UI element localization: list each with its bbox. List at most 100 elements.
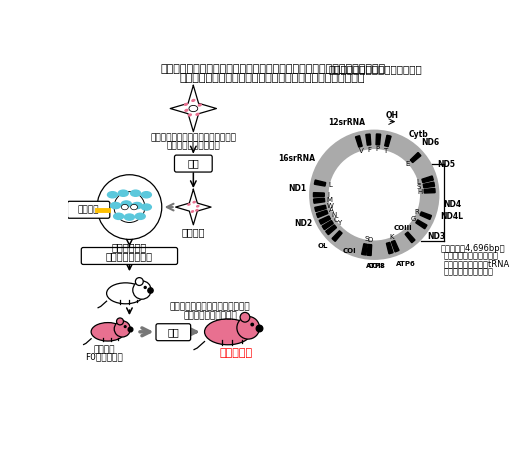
Wedge shape (420, 212, 431, 219)
Wedge shape (314, 180, 326, 186)
Ellipse shape (118, 190, 128, 196)
Wedge shape (410, 153, 421, 162)
Circle shape (240, 313, 250, 322)
Text: 変異型ミトコンドリアゲノムを含有するマウス（ミトマウス）の作製手順と: 変異型ミトコンドリアゲノムを含有するマウス（ミトマウス）の作製手順と (160, 64, 385, 74)
Text: L: L (328, 183, 332, 188)
Circle shape (144, 286, 146, 288)
Ellipse shape (188, 204, 190, 205)
Ellipse shape (132, 203, 142, 209)
Text: 欠失変異型ミトコンドリアゲノム: 欠失変異型ミトコンドリアゲノム (329, 64, 423, 74)
Text: 遺伝子が含まれている: 遺伝子が含まれている (444, 267, 494, 276)
Ellipse shape (189, 105, 198, 112)
Text: I: I (328, 192, 330, 198)
Text: ATP6: ATP6 (396, 261, 415, 267)
Text: ND5: ND5 (437, 160, 455, 168)
Ellipse shape (192, 100, 195, 102)
Circle shape (237, 316, 260, 339)
Text: 欠失変異型ミトコンドリアゲノムを: 欠失変異型ミトコンドリアゲノムを (151, 133, 236, 142)
Wedge shape (362, 244, 367, 255)
Text: 有するマウス培養細胞: 有するマウス培養細胞 (167, 142, 220, 151)
Wedge shape (326, 225, 337, 234)
Ellipse shape (130, 190, 140, 196)
Ellipse shape (196, 113, 199, 115)
Wedge shape (422, 176, 433, 183)
Text: D: D (368, 237, 373, 243)
Ellipse shape (193, 201, 195, 203)
Circle shape (117, 318, 123, 325)
FancyBboxPatch shape (81, 248, 178, 264)
Text: S: S (364, 236, 369, 242)
Ellipse shape (192, 211, 194, 212)
Text: 脱核: 脱核 (187, 159, 199, 168)
Ellipse shape (204, 319, 252, 345)
Text: COIII: COIII (393, 226, 412, 231)
Ellipse shape (188, 114, 192, 116)
Text: ND4: ND4 (443, 200, 461, 209)
FancyBboxPatch shape (174, 155, 212, 172)
Wedge shape (423, 182, 435, 188)
Circle shape (251, 323, 253, 326)
Ellipse shape (142, 192, 152, 198)
Wedge shape (317, 210, 328, 218)
Circle shape (124, 326, 126, 328)
Ellipse shape (124, 214, 135, 220)
Text: P: P (376, 146, 379, 153)
Text: F: F (368, 146, 371, 153)
Circle shape (114, 321, 130, 337)
Text: V: V (360, 148, 364, 154)
Text: K: K (389, 234, 394, 240)
Ellipse shape (106, 283, 145, 304)
Wedge shape (376, 134, 381, 145)
Wedge shape (366, 134, 371, 145)
Wedge shape (385, 135, 391, 146)
Text: ND2: ND2 (294, 219, 312, 228)
Text: 出生した: 出生した (93, 345, 115, 354)
Text: ND4L: ND4L (440, 212, 463, 221)
Wedge shape (424, 189, 435, 193)
Ellipse shape (198, 104, 201, 106)
Circle shape (97, 175, 162, 240)
Ellipse shape (91, 322, 124, 341)
Wedge shape (315, 205, 326, 212)
Polygon shape (176, 190, 211, 225)
Ellipse shape (142, 204, 152, 210)
Text: 細胞質体: 細胞質体 (181, 227, 205, 237)
Text: S: S (417, 184, 421, 190)
Wedge shape (367, 244, 372, 256)
FancyBboxPatch shape (156, 324, 190, 341)
Ellipse shape (196, 210, 198, 211)
Text: 電気融合: 電気融合 (78, 205, 99, 214)
Ellipse shape (197, 205, 199, 207)
Text: W: W (327, 203, 334, 209)
Wedge shape (416, 220, 427, 229)
Text: ミトマウス: ミトマウス (219, 348, 252, 358)
Ellipse shape (121, 201, 131, 207)
Text: COll: COll (368, 263, 384, 269)
Wedge shape (332, 231, 342, 241)
Text: T: T (383, 148, 387, 154)
Text: N: N (331, 212, 336, 219)
Text: F0ミトマウス: F0ミトマウス (85, 352, 123, 362)
Text: E: E (406, 161, 410, 168)
Text: 全身に欠失変異型ミトコンドリア: 全身に欠失変異型ミトコンドリア (170, 302, 251, 312)
Text: C: C (334, 217, 338, 222)
Text: 構造遺伝子と６種のtRNA: 構造遺伝子と６種のtRNA (444, 260, 510, 269)
Text: ND1: ND1 (288, 184, 306, 193)
Wedge shape (355, 136, 362, 147)
Ellipse shape (130, 205, 137, 210)
Wedge shape (313, 198, 325, 203)
Circle shape (114, 192, 145, 222)
Text: 16srRNA: 16srRNA (279, 154, 315, 162)
FancyBboxPatch shape (68, 201, 110, 218)
Ellipse shape (185, 103, 187, 105)
Text: ND6: ND6 (421, 138, 439, 147)
Circle shape (136, 278, 143, 285)
Text: L: L (416, 179, 420, 185)
Text: R: R (414, 209, 419, 215)
Text: Y: Y (337, 220, 341, 227)
Text: 12srRNA: 12srRNA (328, 118, 365, 127)
Wedge shape (405, 232, 415, 243)
Text: ATP8: ATP8 (367, 263, 386, 269)
Ellipse shape (185, 110, 188, 111)
Text: G: G (410, 216, 415, 222)
